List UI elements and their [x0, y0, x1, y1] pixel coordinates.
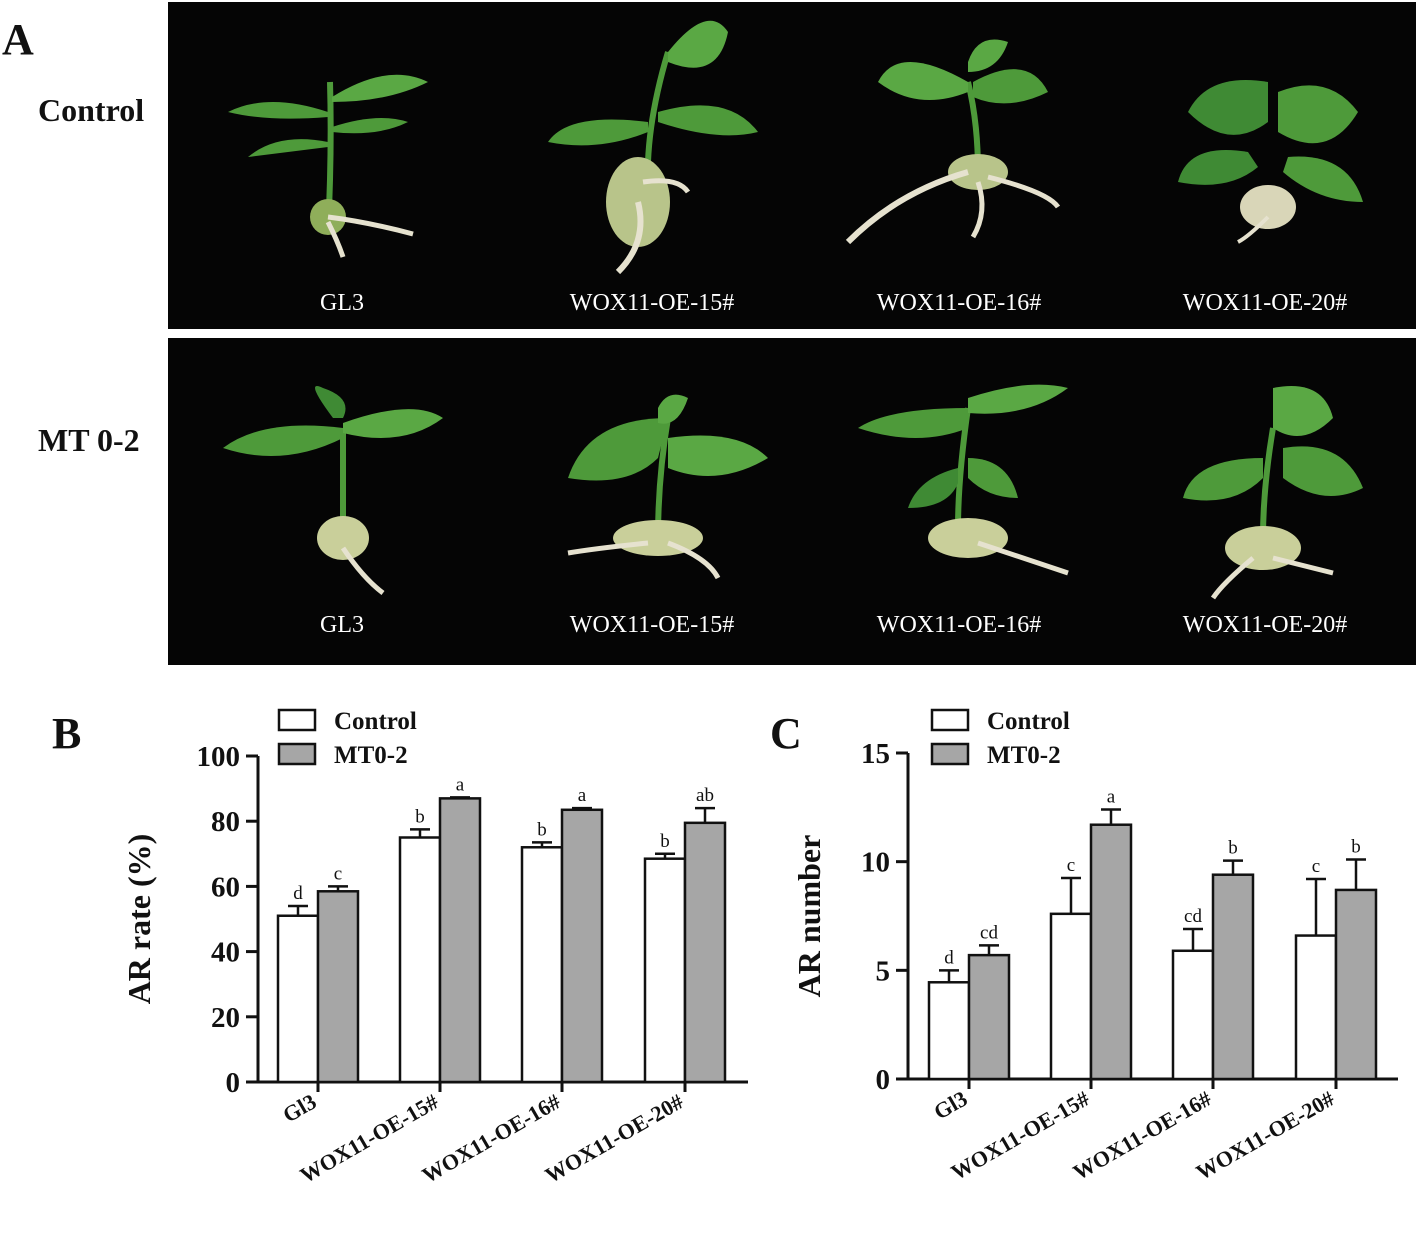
- chart-b-sig-label-0-1: b: [415, 806, 425, 827]
- plant-gl3-mt: [223, 386, 443, 595]
- photo-label-oe16-mt: WOX11-OE-16#: [876, 612, 1042, 638]
- chart-c-category-label-3: WOX11-OE-20#: [1192, 1086, 1339, 1185]
- chart-b-bar-1-0: [316, 890, 360, 1084]
- panel-c-letter: C: [770, 709, 802, 758]
- chart-b-sig-label-0-2: b: [537, 819, 547, 840]
- chart-c-sig-label-1-1: a: [1107, 787, 1116, 808]
- chart-c-ytick-label-0: 0: [876, 1064, 891, 1096]
- chart-c-bar-0-3: [1294, 934, 1338, 1081]
- chart-c-bar-1-0: [967, 953, 1011, 1081]
- plant-illustrations-control: [228, 20, 1363, 275]
- chart-b-ytick-label-5: 100: [197, 741, 241, 773]
- chart-b-bar-1-2: [560, 808, 604, 1084]
- photo-label-oe16-control: WOX11-OE-16#: [876, 290, 1042, 316]
- chart-b-ytick-label-0: 0: [226, 1067, 241, 1099]
- chart-c-bar-0-0: [927, 981, 971, 1081]
- chart-b-legend-label-1: MT0-2: [334, 742, 408, 769]
- photo-label-gl3-control: GL3: [320, 290, 364, 316]
- chart-b-category-label-3: WOX11-OE-20#: [541, 1089, 688, 1188]
- chart-b-sig-label-0-3: b: [660, 831, 670, 852]
- chart-c-ytick-label-2: 10: [861, 847, 890, 879]
- chart-b-sig-label-1-1: a: [456, 774, 465, 795]
- chart-c-sig-label-0-1: c: [1067, 855, 1075, 876]
- chart-b-bar-0-0: [276, 914, 320, 1084]
- chart-c-bar-1-2: [1211, 873, 1255, 1081]
- chart-b-category-label-0: Gl3: [278, 1089, 320, 1128]
- plant-gl3-control: [228, 74, 428, 258]
- chart-c-bar-1-3: [1334, 888, 1378, 1081]
- chart-b-legend-swatch-0: [277, 708, 317, 732]
- chart-c-legend-swatch-0: [930, 708, 970, 732]
- chart-b-category-label-2: WOX11-OE-16#: [418, 1089, 565, 1188]
- chart-b-ytick-label-2: 40: [211, 937, 240, 969]
- plant-oe16-control: [845, 39, 1061, 245]
- photo-label-oe20-control: WOX11-OE-20#: [1182, 290, 1348, 316]
- panel-b-letter: B: [52, 709, 82, 758]
- chart-b-legend-label-0: Control: [334, 708, 417, 735]
- chart-c-sig-label-0-0: d: [944, 947, 954, 968]
- chart-c-ytick-label-1: 5: [876, 955, 891, 987]
- chart-b-sig-label-1-2: a: [578, 785, 587, 806]
- photo-mt-row: GL3 WOX11-OE-15# WOX11-OE-16# WOX11-OE-2…: [168, 338, 1416, 665]
- chart-c-category-label-2: WOX11-OE-16#: [1069, 1086, 1216, 1185]
- chart-c-sig-label-1-2: b: [1228, 838, 1238, 859]
- chart-b-ylabel: AR rate (%): [121, 834, 157, 1005]
- chart-b-ytick-label-3: 60: [211, 871, 240, 903]
- chart-b-sig-label-1-3: ab: [696, 785, 714, 806]
- chart-b-bar-0-1: [398, 836, 442, 1084]
- photo-control-row: GL3 WOX11-OE-15# WOX11-OE-16# WOX11-OE-2…: [168, 2, 1416, 329]
- chart-c-legend-label-1: MT0-2: [987, 742, 1061, 769]
- chart-b-ytick-label-4: 80: [211, 806, 240, 838]
- chart-c-bar-0-1: [1049, 912, 1093, 1081]
- chart-b-bar-0-3: [643, 857, 687, 1084]
- plant-illustrations-mt: [223, 384, 1363, 600]
- chart-b-legend-swatch-1: [277, 742, 317, 766]
- chart-b-bar-0-2: [520, 846, 564, 1084]
- photo-label-oe15-mt: WOX11-OE-15#: [569, 612, 735, 638]
- chart-c-sig-label-1-0: cd: [980, 922, 998, 943]
- plant-oe16-mt: [858, 384, 1069, 576]
- plant-oe15-mt: [567, 394, 768, 580]
- photo-label-oe15-control: WOX11-OE-15#: [569, 290, 735, 316]
- plant-oe20-control: [1178, 80, 1363, 244]
- chart-b-sig-label-0-0: d: [293, 883, 303, 904]
- plant-oe20-mt: [1183, 386, 1363, 600]
- chart-c-ylabel: AR number: [791, 835, 827, 998]
- panel-a-letter: A: [2, 15, 34, 64]
- chart-b-bar-1-3: [683, 821, 727, 1084]
- chart-c-legend-label-0: Control: [987, 708, 1070, 735]
- photo-label-gl3-mt: GL3: [320, 612, 364, 638]
- chart-c-bar-1-1: [1089, 823, 1133, 1081]
- chart-c-ytick-label-3: 15: [861, 738, 890, 770]
- chart-b-ytick-label-1: 20: [211, 1002, 240, 1034]
- chart-c-sig-label-0-2: cd: [1184, 906, 1202, 927]
- chart-c-legend-swatch-1: [930, 742, 970, 766]
- plant-oe15-control: [548, 20, 758, 275]
- row-label-mt: MT 0-2: [38, 422, 140, 458]
- photo-label-oe20-mt: WOX11-OE-20#: [1182, 612, 1348, 638]
- chart-c-sig-label-0-3: c: [1312, 856, 1320, 877]
- chart-b-sig-label-1-0: c: [334, 863, 342, 884]
- chart-c-category-label-0: Gl3: [929, 1086, 971, 1125]
- row-label-control: Control: [38, 92, 145, 128]
- chart-c-sig-label-1-3: b: [1351, 836, 1361, 857]
- chart-b-bar-1-1: [438, 797, 482, 1084]
- chart-c-bar-0-2: [1171, 949, 1215, 1081]
